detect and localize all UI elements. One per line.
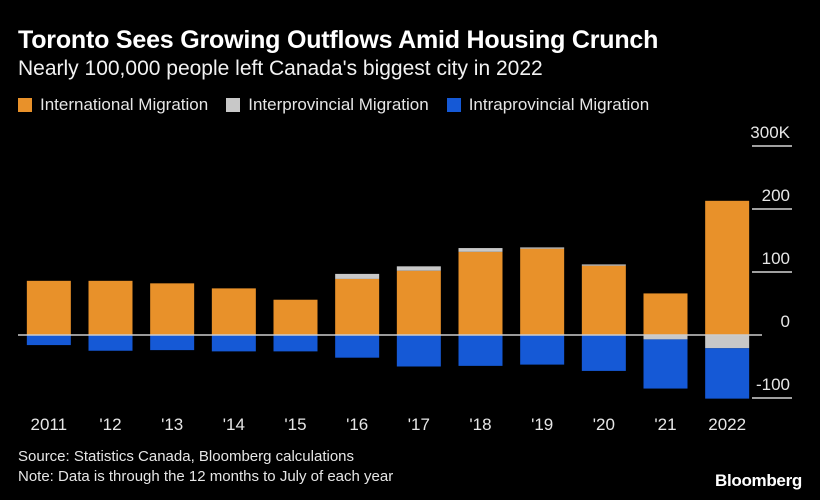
- bar-segment-international-3: [211, 288, 256, 335]
- y-tick-label: 200: [762, 186, 790, 205]
- bar-segment-international-4: [273, 299, 318, 335]
- bar-segment-intraprovincial-11: [705, 348, 750, 399]
- bar-segment-intraprovincial-6: [396, 335, 441, 367]
- x-tick-label: '12: [99, 415, 121, 434]
- y-tick-label: 300K: [750, 123, 790, 142]
- bar-segment-international-2: [150, 283, 195, 335]
- bar-segment-interprovincial-6: [396, 266, 441, 271]
- bar-segment-intraprovincial-8: [520, 335, 565, 365]
- bar-segment-international-11: [705, 200, 750, 335]
- bar-segment-international-9: [581, 265, 626, 335]
- bar-segment-intraprovincial-1: [88, 335, 133, 351]
- chart-legend: International Migration Interprovincial …: [18, 95, 649, 115]
- x-tick-label: '17: [408, 415, 430, 434]
- bar-segment-international-1: [88, 280, 133, 335]
- x-tick-label: '19: [531, 415, 553, 434]
- bar-segment-intraprovincial-4: [273, 335, 318, 352]
- chart-subtitle: Nearly 100,000 people left Canada's bigg…: [18, 57, 543, 80]
- chart-footer: Source: Statistics Canada, Bloomberg cal…: [18, 447, 393, 487]
- x-tick-label: '20: [593, 415, 615, 434]
- legend-swatch-intraprovincial: [446, 98, 461, 112]
- x-tick-label: 2011: [31, 415, 68, 434]
- bar-segment-international-8: [520, 248, 565, 335]
- legend-item-international: International Migration: [18, 95, 208, 115]
- legend-label-international: International Migration: [40, 95, 209, 114]
- x-tick-label: '18: [469, 415, 491, 434]
- bar-segment-intraprovincial-7: [458, 335, 503, 366]
- x-tick-label: '14: [223, 415, 245, 434]
- bar-segment-intraprovincial-3: [211, 335, 256, 352]
- bar-segment-interprovincial-11: [705, 335, 750, 349]
- bar-segment-international-0: [26, 280, 71, 335]
- bar-segment-interprovincial-5: [335, 273, 380, 279]
- legend-item-interprovincial: Interprovincial Migration: [226, 95, 429, 115]
- bar-segment-interprovincial-7: [458, 248, 503, 252]
- bar-segment-international-10: [643, 293, 688, 335]
- bar-segment-interprovincial-8: [520, 247, 565, 249]
- data-note: Note: Data is through the 12 months to J…: [18, 468, 394, 485]
- bar-segment-intraprovincial-0: [26, 335, 71, 346]
- legend-label-intraprovincial: Intraprovincial Migration: [468, 95, 650, 114]
- legend-label-interprovincial: Interprovincial Migration: [248, 95, 429, 114]
- bar-segment-international-6: [396, 270, 441, 335]
- x-tick-label: '16: [346, 415, 368, 434]
- bar-segment-intraprovincial-9: [581, 335, 626, 371]
- legend-swatch-international: [18, 98, 32, 112]
- legend-item-intraprovincial: Intraprovincial Migration: [446, 95, 650, 115]
- bloomberg-logo: Bloomberg: [714, 471, 802, 490]
- x-tick-label: '15: [284, 415, 306, 434]
- source-note: Source: Statistics Canada, Bloomberg cal…: [18, 448, 355, 465]
- y-tick-label: -100: [756, 375, 790, 394]
- legend-swatch-interprovincial: [226, 98, 241, 112]
- bar-segment-interprovincial-9: [581, 264, 626, 266]
- x-tick-label: 2022: [708, 415, 746, 434]
- bar-segment-intraprovincial-5: [335, 335, 380, 358]
- bar-segment-intraprovincial-2: [150, 335, 195, 351]
- chart-title: Toronto Sees Growing Outflows Amid Housi…: [18, 26, 659, 54]
- y-tick-label: 0: [781, 312, 790, 331]
- x-tick-label: '21: [654, 415, 676, 434]
- bar-segment-intraprovincial-10: [643, 339, 688, 389]
- y-tick-label: 100: [762, 249, 790, 268]
- x-tick-label: '13: [161, 415, 183, 434]
- bar-segment-international-5: [335, 278, 380, 335]
- bar-segment-international-7: [458, 251, 503, 335]
- bar-segment-interprovincial-10: [643, 335, 688, 340]
